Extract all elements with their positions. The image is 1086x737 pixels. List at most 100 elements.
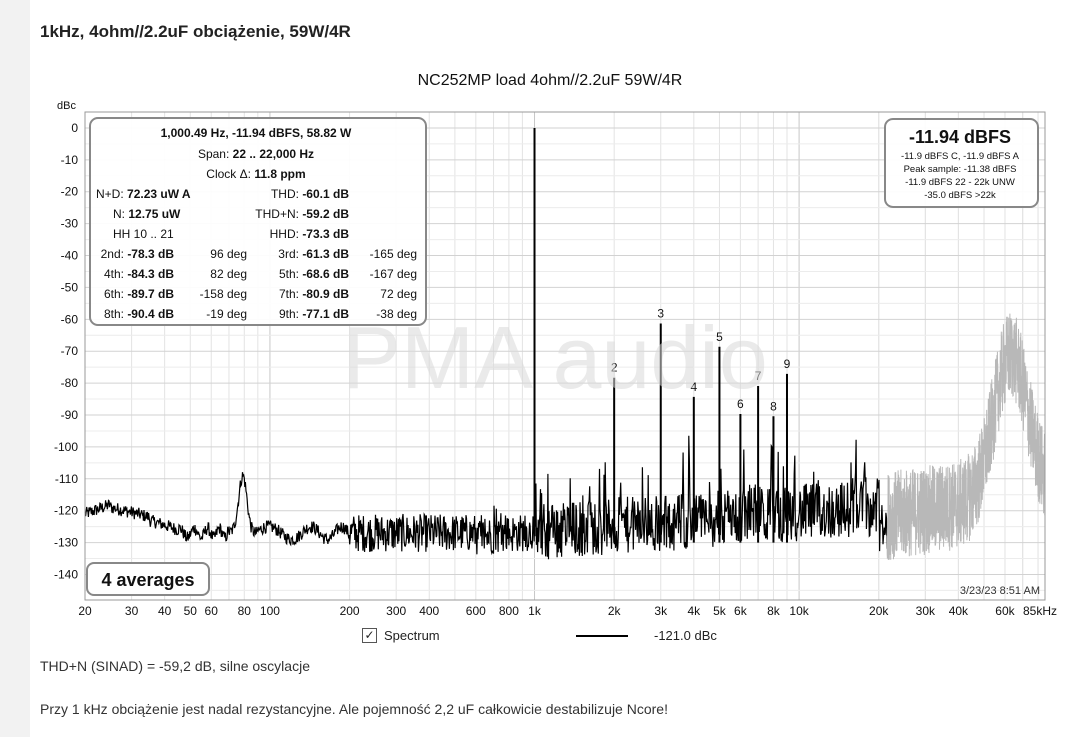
page-heading: 1kHz, 4ohm//2.2uF obciążenie, 59W/4R — [40, 22, 351, 41]
spectrum-line — [84, 435, 888, 560]
info-hhd: HHD: -73.3 dB — [270, 227, 350, 241]
y-tick-label: -110 — [55, 472, 78, 486]
level-line: -11.9 dBFS C, -11.9 dBFS A — [901, 151, 1020, 162]
x-tick-label: 1k — [528, 604, 542, 618]
chart-title: NC252MP load 4ohm//2.2uF 59W/4R — [417, 72, 683, 89]
level-line: -35.0 dBFS >22k — [924, 190, 996, 201]
harmonic-label: 3 — [657, 306, 664, 320]
level-main: -11.94 dBFS — [909, 127, 1011, 147]
info-head: 1,000.49 Hz, -11.94 dBFS, 58.82 W — [161, 126, 352, 140]
y-tick-label: -70 — [61, 344, 79, 358]
info-thdn: THD+N: -59.2 dB — [255, 207, 349, 221]
info-thd: THD: -60.1 dB — [271, 187, 349, 201]
info-phase-right: -167 deg — [370, 267, 417, 281]
legend-value: -121.0 dBc — [654, 628, 717, 643]
x-tick-label: 30k — [916, 604, 936, 618]
y-tick-label: -30 — [61, 217, 79, 231]
y-tick-label: -10 — [61, 153, 79, 167]
info-harmonic-left: 8th: -90.4 dB — [104, 307, 174, 321]
info-phase-right: -165 deg — [370, 247, 417, 261]
info-hh: HH 10 .. 21 — [113, 227, 174, 241]
level-line: -11.9 dBFS 22 - 22k UNW — [905, 177, 1015, 188]
info-phase-left: -158 deg — [200, 287, 247, 301]
info-phase-left: 96 deg — [210, 247, 247, 261]
y-tick-label: -20 — [61, 185, 79, 199]
x-tick-label: 80 — [238, 604, 252, 618]
x-tick-label: 30 — [125, 604, 139, 618]
info-phase-right: 72 deg — [380, 287, 417, 301]
x-tick-label: 3k — [654, 604, 668, 618]
info-harmonic-right: 3rd: -61.3 dB — [278, 247, 349, 261]
harmonic-label: 9 — [784, 357, 791, 371]
level-line: Peak sample: -11.38 dBFS — [904, 164, 1017, 175]
x-tick-label: 800 — [499, 604, 519, 618]
legend-line-swatch — [576, 635, 628, 637]
averages-label: 4 averages — [101, 570, 194, 590]
y-tick-label: -120 — [54, 504, 78, 518]
x-tick-label: 50 — [184, 604, 198, 618]
harmonic-label: 7 — [755, 369, 762, 383]
y-tick-label: -100 — [54, 440, 78, 454]
y-tick-label: -80 — [61, 376, 79, 390]
x-tick-label: 85kHz — [1023, 604, 1057, 618]
info-clock: Clock Δ: 11.8 ppm — [206, 167, 305, 181]
x-tick-label: 100 — [260, 604, 280, 618]
y-tick-label: -60 — [61, 312, 79, 326]
info-phase-right: -38 deg — [376, 307, 417, 321]
info-harmonic-right: 9th: -77.1 dB — [279, 307, 349, 321]
harmonic-label: 2 — [611, 361, 618, 375]
info-box — [89, 117, 427, 326]
x-tick-label: 20k — [869, 604, 889, 618]
plot-border — [84, 111, 1046, 601]
y-tick-label: -50 — [61, 280, 79, 294]
x-tick-label: 4k — [687, 604, 701, 618]
x-tick-label: 200 — [340, 604, 360, 618]
harmonic-label: 4 — [690, 380, 697, 394]
x-tick-label: 8k — [767, 604, 781, 618]
y-tick-label: -40 — [61, 249, 79, 263]
info-harmonic-left: 4th: -84.3 dB — [104, 267, 174, 281]
info-noise: N: 12.75 uW — [113, 207, 181, 221]
info-harmonic-right: 5th: -68.6 dB — [279, 267, 349, 281]
y-axis-label: dBc — [57, 100, 76, 112]
caption-sinad: THD+N (SINAD) = -59,2 dB, silne oscylacj… — [40, 658, 310, 674]
x-tick-label: 2k — [608, 604, 622, 618]
info-nd: N+D: 72.23 uW A — [96, 187, 191, 201]
x-tick-label: 600 — [466, 604, 486, 618]
spectrum-checkbox[interactable]: ✓ — [362, 628, 377, 643]
level-box — [884, 118, 1039, 208]
info-harmonic-left: 6th: -89.7 dB — [104, 287, 174, 301]
x-tick-label: 20 — [78, 604, 92, 618]
info-span: Span: 22 .. 22,000 Hz — [198, 147, 314, 161]
y-tick-label: -90 — [61, 408, 79, 422]
info-harmonic-left: 2nd: -78.3 dB — [101, 247, 175, 261]
x-tick-label: 400 — [419, 604, 439, 618]
x-tick-label: 300 — [386, 604, 406, 618]
y-tick-label: 0 — [71, 121, 78, 135]
spectrum-line-extended — [886, 313, 1046, 560]
x-tick-label: 10k — [789, 604, 809, 618]
info-harmonic-right: 7th: -80.9 dB — [279, 287, 349, 301]
y-tick-label: -130 — [54, 536, 78, 550]
x-tick-label: 60k — [995, 604, 1015, 618]
x-tick-label: 40 — [158, 604, 172, 618]
info-phase-left: 82 deg — [210, 267, 247, 281]
x-tick-label: 60 — [205, 604, 219, 618]
x-tick-label: 40k — [949, 604, 969, 618]
x-tick-label: 5k — [713, 604, 727, 618]
harmonic-label: 5 — [716, 330, 723, 344]
harmonic-label: 6 — [737, 397, 744, 411]
y-tick-label: -140 — [54, 567, 78, 581]
legend-label: Spectrum — [384, 628, 440, 643]
harmonic-label: 8 — [770, 399, 777, 413]
caption-description: Przy 1 kHz obciążenie jest nadal rezysta… — [40, 701, 668, 717]
timestamp: 3/23/23 8:51 AM — [960, 585, 1040, 597]
left-margin-bar — [0, 0, 30, 737]
axes: dBc 0 -10 -20 -30 -40 -50 -60 -70 -80 -90 -100 -110 -… — [54, 100, 1057, 618]
x-tick-label: 6k — [734, 604, 748, 618]
averages-box — [86, 562, 210, 596]
spectrum-trace — [84, 127, 1046, 560]
info-phase-left: -19 deg — [206, 307, 247, 321]
